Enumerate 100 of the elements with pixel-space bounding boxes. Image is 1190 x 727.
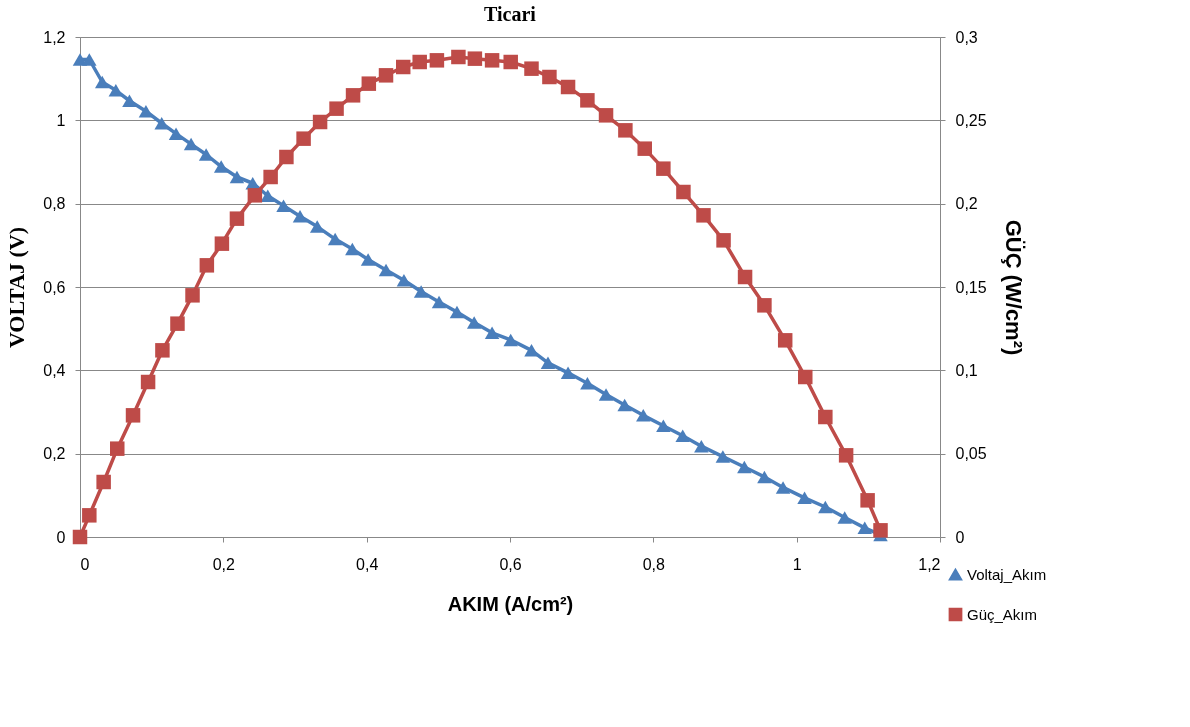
point bbox=[199, 258, 215, 273]
point bbox=[838, 448, 854, 463]
point bbox=[757, 298, 772, 313]
y-tick-label: 0 bbox=[56, 528, 66, 546]
point bbox=[617, 398, 632, 412]
point bbox=[72, 529, 88, 545]
point bbox=[413, 285, 429, 298]
point bbox=[675, 429, 690, 443]
point bbox=[757, 470, 772, 484]
point bbox=[327, 232, 343, 246]
y-tick-label: 0,6 bbox=[43, 278, 66, 296]
point bbox=[737, 269, 753, 285]
point bbox=[82, 508, 97, 523]
point bbox=[360, 253, 376, 266]
point bbox=[345, 88, 361, 103]
point bbox=[309, 220, 325, 233]
x-tick-label: 0,2 bbox=[212, 555, 236, 573]
y-tick-label: 1 bbox=[56, 111, 66, 129]
point bbox=[451, 49, 466, 65]
point bbox=[540, 356, 556, 370]
y2-tick-label: 0,2 bbox=[955, 195, 978, 213]
point bbox=[818, 409, 833, 425]
point bbox=[598, 108, 614, 123]
point bbox=[213, 160, 229, 173]
point bbox=[214, 236, 230, 251]
point bbox=[345, 242, 360, 256]
point bbox=[618, 123, 633, 138]
point bbox=[431, 295, 447, 309]
y2-tick-label: 0,25 bbox=[955, 111, 987, 129]
point bbox=[412, 54, 427, 70]
point bbox=[168, 127, 184, 140]
x-tick-label: 0 bbox=[80, 555, 90, 573]
point bbox=[138, 104, 154, 118]
y2-tick-label: 0,05 bbox=[955, 445, 987, 463]
point bbox=[361, 76, 377, 91]
point bbox=[598, 388, 614, 401]
point bbox=[797, 491, 812, 505]
point bbox=[656, 161, 671, 176]
point bbox=[312, 114, 328, 130]
y-tick-label: 0,4 bbox=[43, 361, 66, 379]
point bbox=[292, 209, 308, 223]
y2-tick-label: 0,1 bbox=[955, 361, 978, 379]
point bbox=[737, 460, 752, 474]
point bbox=[503, 333, 518, 347]
point bbox=[94, 75, 110, 89]
point bbox=[276, 199, 291, 213]
point bbox=[82, 53, 97, 66]
point bbox=[798, 369, 813, 385]
point bbox=[170, 316, 185, 331]
y2-tick-label: 0,15 bbox=[955, 278, 987, 296]
y2-axis-title: GÜÇ (W/cm²) bbox=[1000, 219, 1026, 356]
point bbox=[484, 326, 500, 340]
y-tick-label: 1,2 bbox=[43, 28, 66, 46]
point bbox=[873, 523, 888, 538]
point bbox=[777, 333, 793, 348]
x-axis-title: AKIM (A/cm²) bbox=[447, 592, 574, 615]
point bbox=[560, 366, 576, 380]
y2-tick-label: 0,3 bbox=[955, 28, 978, 46]
x-tick-label: 1,2 bbox=[918, 555, 941, 573]
legend-label: Voltaj_Akım bbox=[967, 565, 1047, 583]
point bbox=[185, 288, 200, 303]
point bbox=[818, 500, 833, 514]
point bbox=[637, 141, 652, 156]
point bbox=[263, 169, 278, 185]
point bbox=[154, 116, 169, 130]
point bbox=[837, 511, 852, 524]
y-tick-label: 0,8 bbox=[43, 195, 66, 213]
point bbox=[378, 263, 394, 277]
y-tick-label: 0,2 bbox=[43, 445, 66, 463]
point bbox=[183, 137, 199, 151]
point bbox=[860, 493, 875, 508]
point bbox=[636, 409, 651, 422]
point bbox=[329, 101, 344, 116]
point bbox=[676, 184, 691, 200]
point bbox=[524, 61, 539, 76]
point bbox=[542, 69, 557, 85]
point bbox=[122, 94, 137, 108]
point bbox=[229, 170, 245, 184]
y2-tick-label: 0 bbox=[955, 528, 965, 546]
x-tick-label: 0,4 bbox=[356, 555, 379, 573]
point bbox=[715, 450, 731, 463]
point bbox=[716, 233, 731, 248]
point bbox=[466, 316, 482, 329]
x-tick-label: 1 bbox=[792, 555, 802, 573]
point bbox=[775, 481, 791, 494]
legend-label: Güç_Akım bbox=[967, 605, 1038, 623]
chart-title: Ticari bbox=[484, 3, 537, 25]
point bbox=[155, 343, 170, 358]
point bbox=[108, 84, 124, 97]
point bbox=[110, 441, 125, 456]
point bbox=[560, 79, 576, 95]
point bbox=[484, 53, 500, 68]
point bbox=[260, 189, 276, 203]
point bbox=[198, 148, 214, 161]
point bbox=[857, 521, 872, 535]
point bbox=[580, 93, 595, 108]
point bbox=[429, 53, 445, 68]
point bbox=[96, 474, 111, 490]
point bbox=[449, 305, 465, 319]
point bbox=[694, 439, 709, 453]
